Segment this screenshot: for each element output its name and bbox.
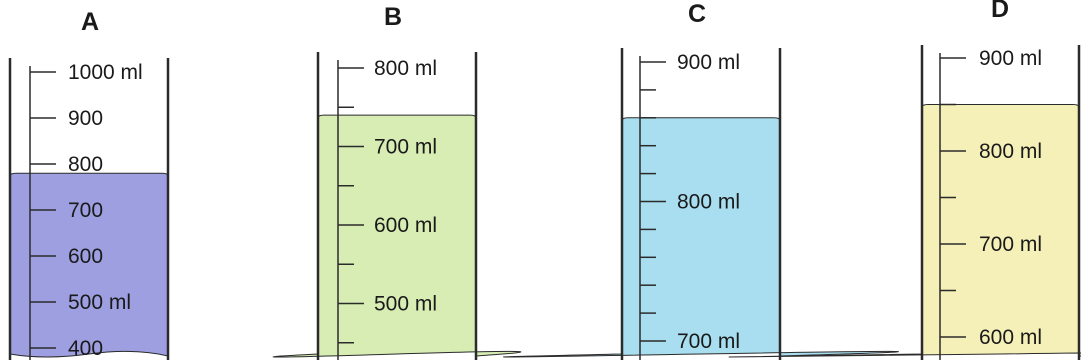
cylinder-label-d: D bbox=[991, 0, 1009, 23]
cylinder-label-c: C bbox=[688, 0, 706, 28]
scale-label-a: 1000 ml bbox=[68, 61, 143, 84]
scale-label-b: 700 ml bbox=[374, 136, 437, 159]
scale-label-a: 700 bbox=[68, 199, 103, 222]
scale-ticks-c: 900 ml 800 ml 700 ml bbox=[640, 51, 740, 353]
scale-label-a: 400 bbox=[68, 337, 103, 360]
scale-ticks-d: 900 ml 800 ml 700 ml 600 ml bbox=[940, 47, 1042, 349]
scale-ticks-b: 800 ml 700 ml 600 ml 500 ml bbox=[338, 57, 437, 344]
scale-label-a: 900 bbox=[68, 107, 103, 130]
scale-label-d: 600 ml bbox=[979, 326, 1042, 349]
scale-label-d: 900 ml bbox=[979, 47, 1042, 70]
scale-label-d: 800 ml bbox=[979, 140, 1042, 163]
liquid-d bbox=[728, 104, 1081, 358]
cylinder-label-b: B bbox=[384, 3, 402, 31]
scale-label-b: 500 ml bbox=[374, 293, 437, 316]
cylinder-b: 800 ml 700 ml 600 ml 500 ml B bbox=[272, 3, 522, 360]
scale-ticks-a: 1000 ml 900 800 700 600 500 ml 400 bbox=[30, 61, 143, 360]
scale-label-c: 700 ml bbox=[677, 330, 740, 353]
liquid-b bbox=[272, 114, 522, 358]
liquid-c bbox=[503, 117, 899, 358]
scale-label-c: 800 ml bbox=[677, 191, 740, 214]
scale-label-a: 600 bbox=[68, 245, 103, 268]
scale-label-a: 500 ml bbox=[68, 291, 131, 314]
scale-label-d: 700 ml bbox=[979, 233, 1042, 256]
scale-label-a: 800 bbox=[68, 153, 103, 176]
scale-label-b: 800 ml bbox=[374, 57, 437, 80]
scale-label-c: 900 ml bbox=[677, 51, 740, 74]
scale-label-b: 600 ml bbox=[374, 214, 437, 237]
cylinder-c: 900 ml 800 ml 700 ml C bbox=[503, 0, 899, 360]
cylinder-d: 900 ml 800 ml 700 ml 600 ml D bbox=[728, 0, 1081, 360]
cylinder-a: 1000 ml 900 800 700 600 500 ml 400 A bbox=[8, 8, 170, 360]
cylinder-label-a: A bbox=[81, 8, 99, 36]
